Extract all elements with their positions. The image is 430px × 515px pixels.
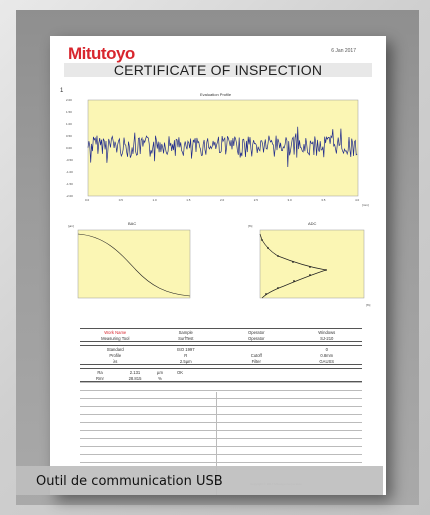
profile-y-tick: -1.00	[66, 170, 73, 174]
result-unit: %	[158, 375, 162, 381]
profile-x-tick: 3.5	[321, 198, 326, 202]
table-divider	[216, 392, 217, 495]
table-cell: R	[184, 352, 188, 358]
title-background	[64, 63, 372, 77]
profile-y-tick: 0.50	[66, 134, 72, 138]
profile-x-tick: 2.0	[220, 198, 225, 202]
table-cell: 2.5µm	[179, 358, 192, 364]
blank-row	[80, 422, 362, 430]
certificate-title: CERTIFICATE OF INSPECTION	[113, 62, 323, 78]
profile-x-tick: 2.5	[254, 198, 259, 202]
table-cell: GAUSS	[319, 358, 335, 364]
caption-bar	[16, 466, 383, 495]
adc-x-unit: [%]	[366, 303, 371, 307]
profile-y-tick: 1.00	[66, 122, 72, 126]
table-rule	[80, 345, 362, 346]
blank-row	[80, 406, 362, 414]
table-rule	[80, 368, 362, 369]
result-unit: µm	[157, 369, 163, 375]
blank-row	[80, 438, 362, 446]
result-value: 28.815	[128, 375, 142, 381]
result-row: Ra 2.131 µm OK	[80, 369, 362, 375]
profile-x-tick: 4.0	[355, 198, 360, 202]
table-cell: SurfTest	[178, 335, 194, 341]
result-status: OK	[176, 369, 184, 375]
table-cell: Profile	[109, 352, 122, 358]
page-number: 1	[60, 88, 64, 94]
table-cell: λs	[113, 358, 118, 364]
blank-row	[80, 430, 362, 438]
table-cell: Sample	[178, 329, 193, 335]
adc-chart: [%] [%]	[248, 224, 371, 307]
table-cell: Operator	[247, 335, 265, 341]
profile-y-tick: -1.50	[66, 182, 73, 186]
result-label: Ra	[97, 369, 103, 375]
table-cell: Filter	[251, 358, 261, 364]
table-cell: Standard	[106, 346, 124, 352]
bac-plot-area	[77, 229, 191, 299]
profile-chart-title: Evaluation Profile	[200, 92, 232, 97]
bac-chart: [µm]	[68, 224, 191, 299]
profile-y-tick: 0.00	[66, 146, 72, 150]
blank-row	[80, 462, 362, 470]
profile-x-tick: 1.0	[153, 198, 158, 202]
result-row: Rmr 28.815 %	[80, 375, 362, 381]
table-rule	[80, 341, 362, 342]
evaluation-profile-chart: 2.00 1.50 1.00 0.50 0.00 -0.50 -1.00 -1.50 -2.00…	[66, 98, 369, 207]
blank-row	[80, 390, 362, 398]
table-row: λs 2.5µm Filter GAUSS	[80, 358, 362, 364]
blank-row	[80, 446, 362, 454]
table-row: Profile R Cutoff 0.8mm	[80, 352, 362, 358]
table-rule	[80, 328, 362, 329]
profile-x-tick: 0.0	[85, 198, 90, 202]
certificate-date: 6 Jan 2017	[331, 48, 356, 54]
table-cell: SJ-210	[320, 335, 334, 341]
bac-curve	[77, 233, 191, 297]
table-rule	[80, 381, 362, 382]
profile-y-tick: -0.50	[66, 158, 73, 162]
table-cell: 0	[325, 346, 328, 352]
bac-chart-title: BAC	[128, 221, 137, 226]
blank-row	[80, 414, 362, 422]
table-cell: 0.8mm	[320, 352, 334, 358]
blank-row	[80, 454, 362, 462]
result-label: Rmr	[96, 375, 104, 381]
table-row: Measuring Tool SurfTest Operator SJ-210	[80, 335, 362, 341]
blank-row	[80, 382, 362, 390]
certificate-sheet: Mitutoyo 6 Jan 2017 CERTIFICATE OF INSPE…	[50, 36, 386, 495]
results-table: Work Name Sample Operator Windows Measur…	[80, 328, 362, 495]
table-rule	[80, 364, 362, 365]
adc-chart-title: ADC	[308, 221, 317, 226]
profile-x-tick: 3.0	[288, 198, 293, 202]
profile-y-tick: 1.50	[66, 110, 72, 114]
profile-x-unit: [mm]	[362, 203, 369, 207]
table-cell: Work Name	[104, 329, 127, 335]
adc-y-unit: [%]	[248, 224, 253, 228]
profile-x-tick: 0.5	[119, 198, 124, 202]
table-cell: Windows	[318, 329, 336, 335]
profile-x-tick: 1.5	[186, 198, 191, 202]
bac-y-unit: [µm]	[68, 224, 74, 228]
adc-plot-area	[259, 229, 365, 299]
result-value: 2.131	[129, 369, 141, 375]
caption-text: Outil de communication USB	[36, 474, 223, 489]
profile-trace	[87, 126, 358, 168]
blank-row	[80, 398, 362, 406]
profile-y-tick: -2.00	[66, 194, 73, 198]
profile-plot-area	[87, 99, 359, 197]
mitutoyo-logo: Mitutoyo	[68, 44, 135, 63]
profile-y-tick: 2.00	[66, 98, 72, 102]
table-cell: Operator	[247, 329, 265, 335]
table-row: Standard ISO 1997 0	[80, 346, 362, 352]
table-cell: ISO 1997	[176, 346, 195, 352]
table-cell: Cutoff	[250, 352, 262, 358]
table-cell: Measuring Tool	[101, 335, 130, 341]
table-header-row: Work Name Sample Operator Windows	[80, 329, 362, 335]
